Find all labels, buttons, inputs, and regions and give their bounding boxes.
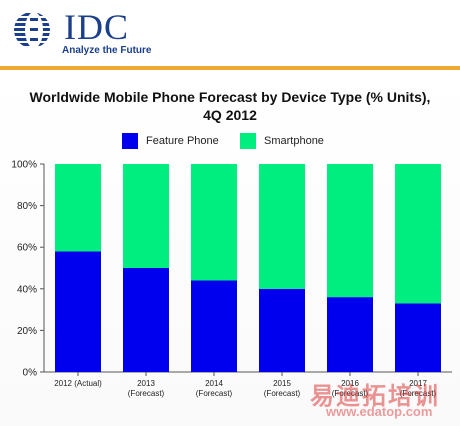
chart-title-line2: 4Q 2012	[203, 107, 257, 123]
logo-tagline: Analyze the Future	[62, 45, 152, 56]
legend-item-smartphone: Smartphone	[240, 132, 324, 150]
bar-feature-phone	[327, 297, 373, 372]
watermark-text: 易迪拓培训	[310, 382, 440, 410]
bar-smartphone	[191, 164, 237, 281]
x-tick-label: 2015	[273, 379, 291, 388]
stacked-bar-chart: 0%20%40%60%80%100%2012 (Actual) 2013(Fore…	[11, 160, 452, 398]
bar-feature-phone	[395, 303, 441, 372]
y-tick-label: 20%	[17, 326, 37, 337]
x-tick-label: (Forecast)	[196, 389, 233, 398]
header: IDC Analyze the Future	[0, 0, 460, 66]
chart-title-line1: Worldwide Mobile Phone Forecast by Devic…	[29, 89, 431, 105]
bar-feature-phone	[55, 251, 101, 372]
bar-feature-phone	[259, 288, 305, 372]
y-tick-label: 100%	[11, 160, 37, 171]
legend-item-feature-phone: Feature Phone	[122, 132, 219, 150]
x-tick-label: 2017	[409, 379, 427, 388]
globe-logo-icon	[14, 12, 50, 48]
y-tick-label: 0%	[23, 368, 38, 379]
bar-smartphone	[55, 164, 101, 252]
idc-logo[interactable]: IDC Analyze the Future	[10, 7, 152, 57]
y-tick-label: 60%	[17, 243, 37, 254]
x-tick-label: 2013	[137, 379, 155, 388]
x-tick-label: 2012 (Actual)	[54, 379, 102, 388]
x-tick-label: (Forecast)	[332, 389, 369, 398]
legend: Feature Phone Smartphone	[0, 132, 460, 152]
x-tick-label: (Forecast)	[264, 389, 301, 398]
y-tick-label: 40%	[17, 284, 37, 295]
y-tick-label: 80%	[17, 201, 37, 212]
watermark: 易迪拓培训 www.edatop.com	[300, 376, 460, 426]
bar-feature-phone	[191, 280, 237, 372]
x-tick-label: 2014	[205, 379, 223, 388]
x-tick-label: 2016	[341, 379, 359, 388]
legend-label-feature-phone: Feature Phone	[146, 135, 219, 147]
logo-text: IDC	[64, 7, 129, 47]
watermark-url: www.edatop.com	[326, 404, 433, 419]
legend-label-smartphone: Smartphone	[264, 135, 324, 147]
bar-feature-phone	[123, 268, 169, 372]
header-rule	[0, 66, 460, 70]
legend-swatch-feature-phone	[122, 133, 138, 149]
bar-smartphone	[327, 164, 373, 298]
chart-title: Worldwide Mobile Phone Forecast by Devic…	[0, 88, 460, 124]
x-tick-label: (Forecast)	[400, 389, 437, 398]
bar-smartphone	[395, 164, 441, 304]
bar-smartphone	[259, 164, 305, 289]
bar-smartphone	[123, 164, 169, 268]
legend-swatch-smartphone	[240, 133, 256, 149]
x-tick-label: (Forecast)	[128, 389, 165, 398]
